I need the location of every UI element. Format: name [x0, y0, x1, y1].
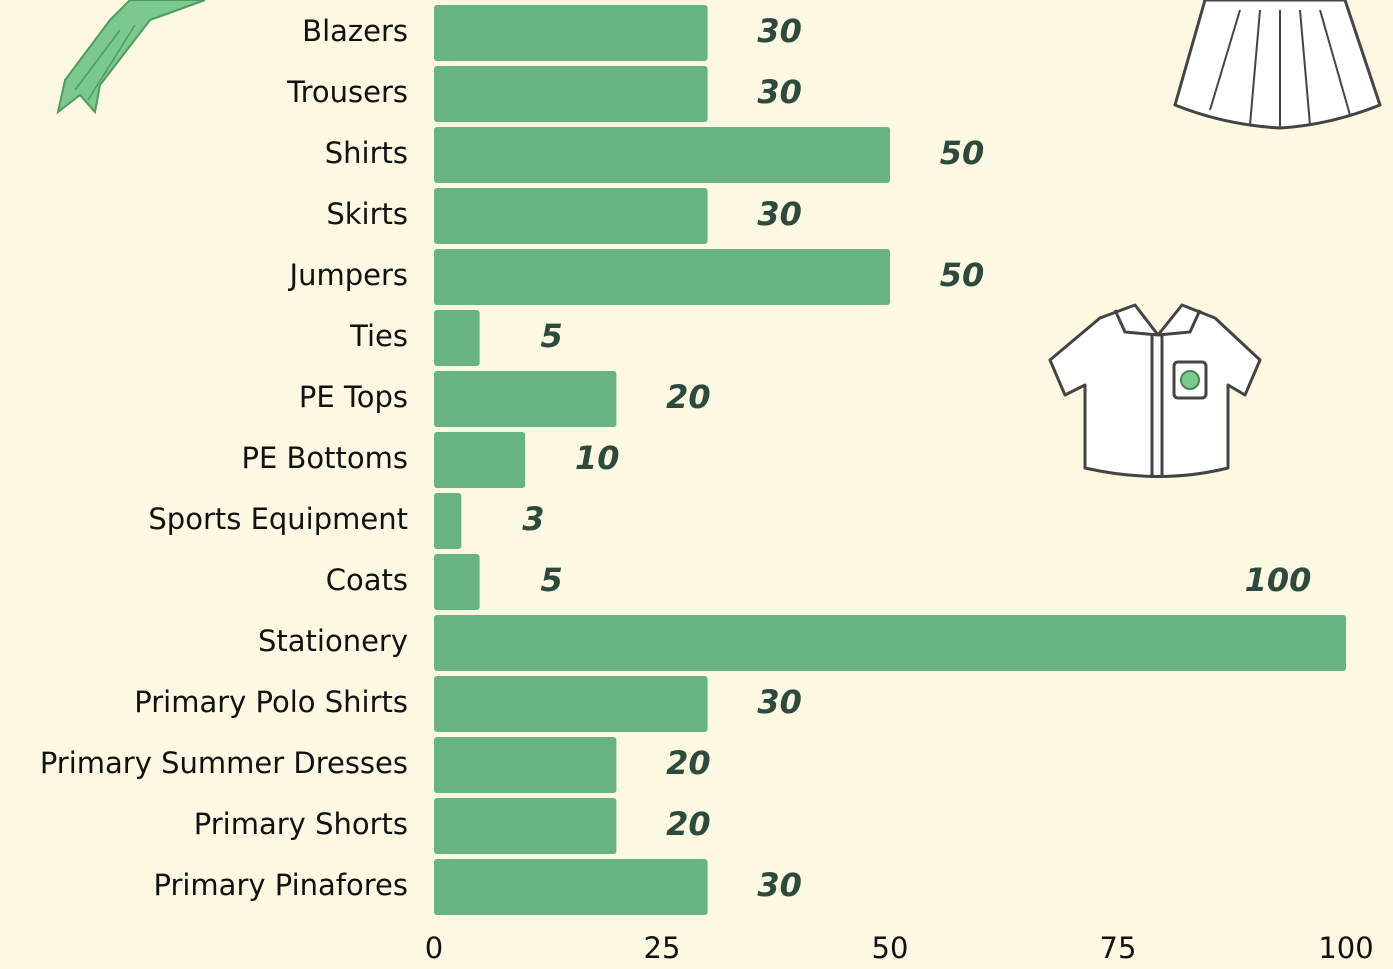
- bar: [434, 859, 708, 915]
- value-label: 50: [940, 134, 985, 172]
- value-label: 20: [666, 805, 711, 843]
- category-label: Sports Equipment: [148, 502, 408, 536]
- x-tick-label: 75: [1100, 931, 1137, 965]
- category-label: Shirts: [325, 136, 408, 170]
- value-label: 100: [1245, 561, 1312, 599]
- category-label: Jumpers: [288, 258, 408, 292]
- value-label: 30: [757, 866, 802, 904]
- bar: [434, 615, 1346, 671]
- bar: [434, 371, 617, 427]
- shirt-illustration: [1048, 303, 1262, 478]
- category-label: PE Bottoms: [241, 441, 408, 475]
- bar: [434, 554, 480, 610]
- bar: [434, 127, 890, 183]
- tie-illustration: [56, 0, 206, 115]
- dress-illustration: [1173, 0, 1382, 130]
- x-tick-label: 0: [425, 931, 443, 965]
- bar: [434, 432, 526, 488]
- bar: [434, 310, 480, 366]
- x-tick-label: 50: [872, 931, 909, 965]
- bar: [434, 5, 708, 61]
- bar: [434, 798, 617, 854]
- value-label: 20: [666, 744, 711, 782]
- value-label: 5: [540, 561, 562, 599]
- bar: [434, 493, 462, 549]
- category-label: Coats: [326, 563, 408, 597]
- category-label: Skirts: [326, 197, 408, 231]
- category-label: Trousers: [286, 75, 408, 109]
- x-tick-label: 100: [1318, 931, 1373, 965]
- category-label: Ties: [349, 319, 408, 353]
- bar: [434, 737, 617, 793]
- value-label: 30: [757, 195, 802, 233]
- bar: [434, 188, 708, 244]
- value-label: 30: [757, 683, 802, 721]
- category-label: Primary Polo Shirts: [134, 685, 408, 719]
- value-label: 30: [757, 73, 802, 111]
- category-label: Blazers: [302, 14, 408, 48]
- value-label: 10: [575, 439, 620, 477]
- bar: [434, 676, 708, 732]
- bar: [434, 66, 708, 122]
- value-label: 20: [666, 378, 711, 416]
- value-label: 5: [540, 317, 562, 355]
- category-label: Stationery: [258, 624, 408, 658]
- bar: [434, 249, 890, 305]
- category-label: Primary Summer Dresses: [40, 746, 408, 780]
- category-label: PE Tops: [299, 380, 408, 414]
- category-label: Primary Shorts: [194, 807, 408, 841]
- value-label: 3: [522, 500, 544, 538]
- x-tick-label: 25: [644, 931, 681, 965]
- value-label: 30: [757, 12, 802, 50]
- value-label: 50: [940, 256, 985, 294]
- category-label: Primary Pinafores: [153, 868, 408, 902]
